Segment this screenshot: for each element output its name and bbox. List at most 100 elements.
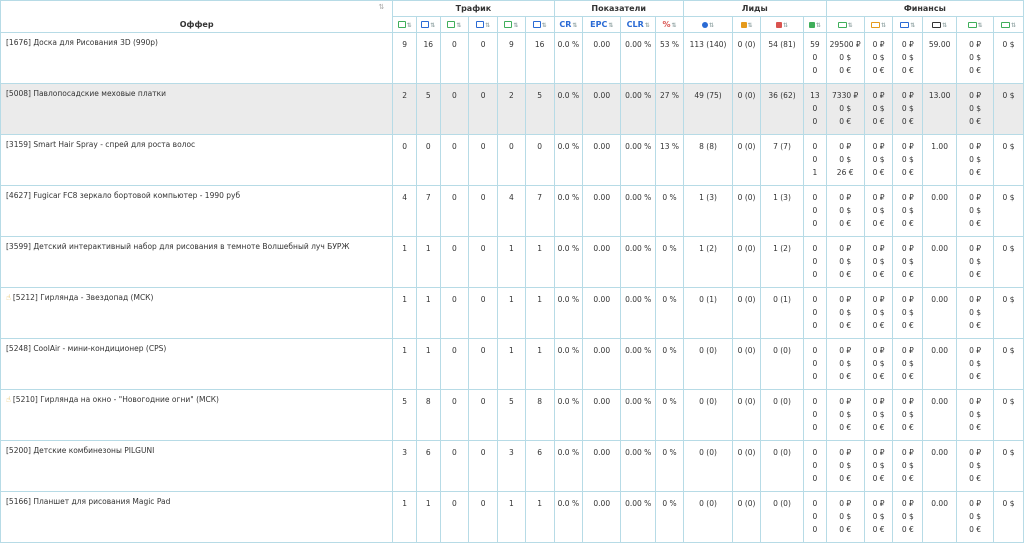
finance-cell-value: 0 ₽ [872, 91, 885, 100]
offer-cell[interactable]: [3599] Детский интерактивный набор для р… [0, 236, 394, 288]
sort-icon[interactable]: ⇅ [709, 22, 715, 29]
finance-cell-value: 0 $ [872, 461, 885, 470]
sort-icon[interactable]: ⇅ [485, 22, 491, 29]
traffic-col-header[interactable]: ⇅ [524, 16, 555, 33]
sort-icon[interactable]: ⇅ [671, 22, 677, 29]
leads-col-header[interactable]: ⇅ [732, 16, 761, 33]
cr-cell: 0.0 % [553, 185, 584, 237]
sort-icon[interactable]: ⇅ [378, 3, 385, 11]
offer-name[interactable]: [4627] Fugicar FC8 зеркало бортовой комп… [6, 191, 241, 200]
traffic-col-header[interactable]: ⇅ [468, 16, 499, 33]
offer-name[interactable]: [5248] CoolAir - мини-кондиционер (CPS) [6, 344, 167, 353]
table-row[interactable]: [3599] Детский интерактивный набор для р… [0, 236, 1024, 288]
table-row[interactable]: [5200] Детские комбинезоны PILGUNI 3 6 0 0 3 6… [0, 440, 1024, 492]
cr-cell-value: 0.0 % [557, 448, 580, 457]
sort-icon[interactable]: ⇅ [847, 22, 853, 29]
finance-cell: 0 $ [993, 440, 1024, 492]
offer-cell[interactable]: [5200] Детские комбинезоны PILGUNI [0, 440, 394, 492]
finance-cell-value: 0.00 [931, 295, 948, 304]
traffic-cell: 1 [392, 338, 417, 390]
sort-icon[interactable]: ⇅ [881, 22, 887, 29]
offer-cell[interactable]: [4627] Fugicar FC8 зеркало бортовой комп… [0, 185, 394, 237]
table-row[interactable]: ☝ [5212] Гирлянда - Звездопад (МСК) 1 1 0 0 1 1… [0, 287, 1024, 339]
offer-name[interactable]: [5210] Гирлянда на окно - "Новогодние ог… [12, 395, 219, 404]
leads-col-header[interactable]: ⇅ [803, 16, 827, 33]
finance-cell-value: 0 € [969, 66, 982, 75]
traffic-col-header[interactable]: ⇅ [415, 16, 441, 33]
offer-cell[interactable]: ☝ [5210] Гирлянда на окно - "Новогодние о… [0, 389, 394, 441]
finance-cell-value: 0 € [969, 117, 982, 126]
finance-cell: 1.00 [922, 134, 958, 186]
cr-cell-value: 0.0 % [557, 193, 580, 202]
offer-name[interactable]: [5008] Павлопосадские меховые платки [6, 89, 166, 98]
offer-name[interactable]: [3599] Детский интерактивный набор для р… [6, 242, 350, 251]
sort-icon[interactable]: ⇅ [513, 22, 519, 29]
offer-cell[interactable]: [5008] Павлопосадские меховые платки [0, 83, 394, 135]
percent-cell: 0 % [655, 236, 684, 288]
traffic-col-header[interactable]: ⇅ [497, 16, 526, 33]
sort-icon[interactable]: ⇅ [644, 22, 650, 29]
table-row[interactable]: [3159] Smart Hair Spray - спрей для рост… [0, 134, 1024, 186]
sort-icon[interactable]: ⇅ [572, 22, 578, 29]
offer-cell[interactable]: [5166] Планшет для рисования Magic Pad [0, 491, 394, 543]
finance-cell-value: 0 ₽ [901, 397, 914, 406]
indicator-col-header[interactable]: %⇅ [655, 16, 684, 33]
clr-cell: 0.00 % [620, 491, 657, 543]
finance-col-header[interactable]: ⇅ [922, 16, 958, 33]
offer-cell[interactable]: [5248] CoolAir - мини-кондиционер (CPS) [0, 338, 394, 390]
sort-icon[interactable]: ⇅ [942, 22, 948, 29]
indicator-col-header[interactable]: EPC⇅ [582, 16, 622, 33]
traffic-cell: 1 [524, 236, 555, 288]
offer-name[interactable]: [5200] Детские комбинезоны PILGUNI [6, 446, 155, 455]
traffic-col-header[interactable]: ⇅ [439, 16, 470, 33]
sort-icon[interactable]: ⇅ [747, 22, 753, 29]
table-row[interactable]: ☝ [5210] Гирлянда на окно - "Новогодние о… [0, 389, 1024, 441]
sort-icon[interactable]: ⇅ [608, 22, 614, 29]
indicator-col-header[interactable]: CLR⇅ [620, 16, 657, 33]
finance-cell-value: 0 ₽ [839, 397, 852, 406]
finance-group-header: Финансы [825, 0, 1024, 17]
finance-col-header[interactable]: ⇅ [892, 16, 924, 33]
table-row[interactable]: [5008] Павлопосадские меховые платки 2 5 0 0… [0, 83, 1024, 135]
offer-name[interactable]: [5212] Гирлянда - Звездопад (МСК) [12, 293, 154, 302]
sort-icon[interactable]: ⇅ [406, 22, 412, 29]
traffic-col-header[interactable]: ⇅ [392, 16, 417, 33]
finance-col-header[interactable]: ⇅ [993, 16, 1024, 33]
table-row[interactable]: [1676] Доска для Рисования 3D (990р) 9 16 0… [0, 32, 1024, 84]
finance-cell: 0 ₽ 0 $ 0 € [956, 32, 995, 84]
leads-col-header[interactable]: ⇅ [682, 16, 734, 33]
sort-icon[interactable]: ⇅ [977, 22, 983, 29]
offer-name[interactable]: [1676] Доска для Рисования 3D (990р) [6, 38, 158, 47]
table-row[interactable]: [4627] Fugicar FC8 зеркало бортовой комп… [0, 185, 1024, 237]
traffic-cell: 2 [392, 83, 417, 135]
leads-approved-cell-value: 59 [810, 40, 820, 49]
offer-name[interactable]: [3159] Smart Hair Spray - спрей для рост… [6, 140, 196, 149]
finance-col-header[interactable]: ⇅ [825, 16, 865, 33]
table-row[interactable]: [5248] CoolAir - мини-кондиционер (CPS) 1… [0, 338, 1024, 390]
offer-cell[interactable]: ☝ [5212] Гирлянда - Звездопад (МСК) [0, 287, 394, 339]
offer-cell[interactable]: [1676] Доска для Рисования 3D (990р) [0, 32, 394, 84]
finance-cell-value: 0 $ [969, 155, 982, 164]
table-row[interactable]: [5166] Планшет для рисования Magic Pad 1 1… [0, 491, 1024, 543]
sort-icon[interactable]: ⇅ [782, 22, 788, 29]
sort-icon[interactable]: ⇅ [910, 22, 916, 29]
traffic-cell-value: 0 [537, 142, 543, 151]
offer-column-header[interactable]: ⇅ Оффер [0, 0, 394, 33]
sort-icon[interactable]: ⇅ [815, 22, 821, 29]
finance-col-header[interactable]: ⇅ [863, 16, 894, 33]
finance-cell-value: 0 € [839, 270, 852, 279]
leads-pending-cell-value: 0 (0) [737, 91, 756, 100]
finance-cell: 0 ₽ 0 $ 0 € [892, 32, 924, 84]
traffic-cell-value: 0 [480, 499, 486, 508]
offer-cell[interactable]: [3159] Smart Hair Spray - спрей для рост… [0, 134, 394, 186]
leads-col-header[interactable]: ⇅ [759, 16, 805, 33]
percent-cell: 0 % [655, 338, 684, 390]
sort-icon[interactable]: ⇅ [430, 22, 436, 29]
offer-name[interactable]: [5166] Планшет для рисования Magic Pad [6, 497, 171, 506]
sort-icon[interactable]: ⇅ [1011, 22, 1017, 29]
sort-icon[interactable]: ⇅ [456, 22, 462, 29]
indicator-col-header[interactable]: CR⇅ [553, 16, 584, 33]
clr-cell: 0.00 % [620, 185, 657, 237]
finance-col-header[interactable]: ⇅ [956, 16, 995, 33]
sort-icon[interactable]: ⇅ [541, 22, 547, 29]
